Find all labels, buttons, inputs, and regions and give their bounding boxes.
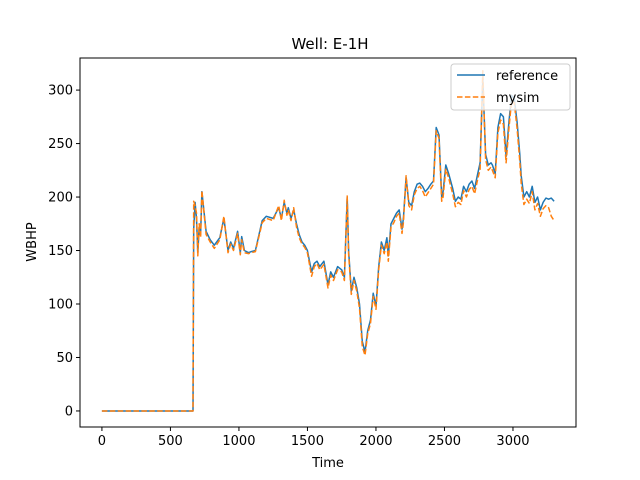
x-axis: 0 500 1000 1500 2000 2500 3000 [98, 427, 530, 449]
x-tick-label: 0 [98, 434, 106, 449]
y-tick-label: 0 [65, 404, 73, 419]
x-tick-label: 3000 [496, 434, 529, 449]
x-tick-label: 2500 [428, 434, 461, 449]
y-tick-label: 250 [48, 137, 73, 152]
y-axis-label: WBHP [25, 222, 40, 262]
series-line-mysim [101, 70, 555, 412]
x-tick-label: 2000 [359, 434, 392, 449]
y-tick-label: 150 [48, 244, 73, 259]
x-tick-label: 1500 [291, 434, 324, 449]
plot-area [79, 57, 577, 428]
y-tick-label: 100 [48, 298, 73, 313]
series-layer [101, 70, 555, 412]
legend: reference mysim [450, 63, 571, 111]
y-tick-label: 50 [56, 351, 73, 366]
x-tick-label: 1000 [222, 434, 255, 449]
y-tick-label: 200 [48, 191, 73, 206]
x-axis-label: Time [311, 456, 344, 471]
legend-label-reference: reference [496, 69, 558, 84]
plot-frame [79, 57, 577, 428]
y-tick-label: 300 [48, 84, 73, 99]
legend-label-mysim: mysim [496, 91, 539, 106]
chart-title: Well: E-1H [291, 35, 368, 53]
y-axis: 0 50 100 150 200 250 300 [48, 84, 80, 419]
x-tick-label: 500 [158, 434, 183, 449]
